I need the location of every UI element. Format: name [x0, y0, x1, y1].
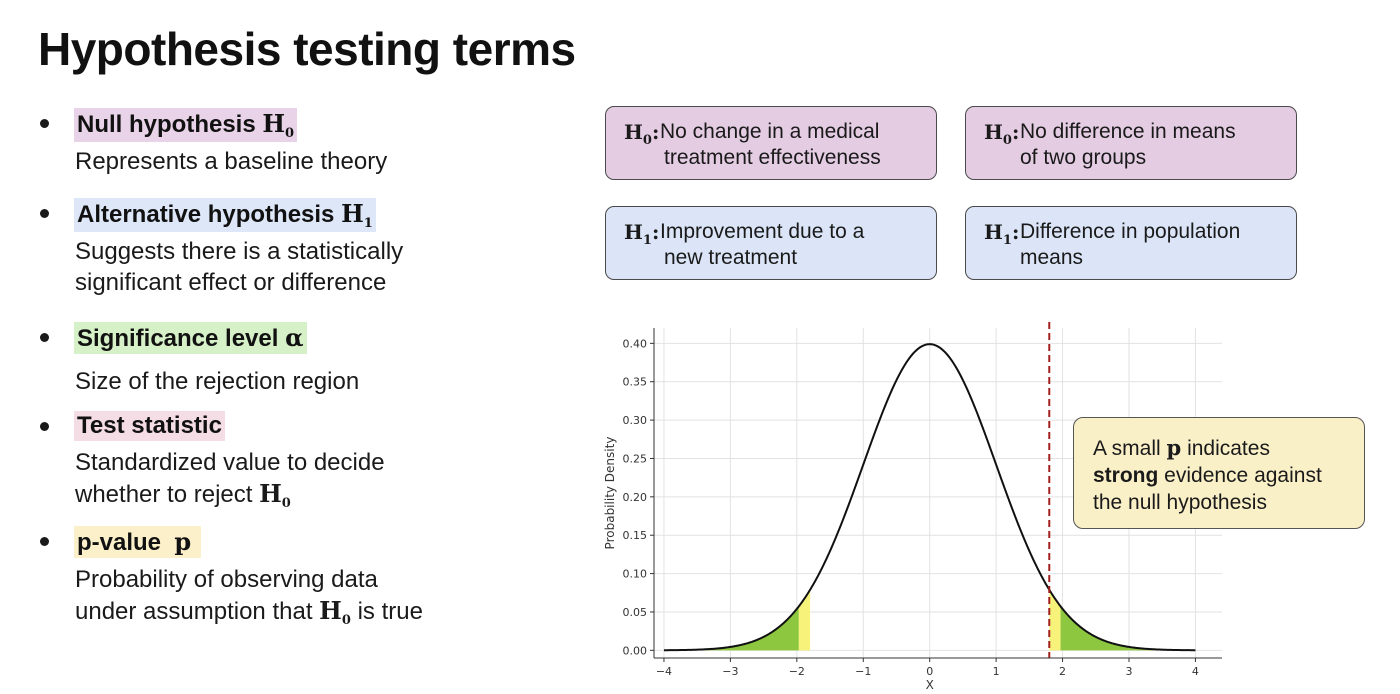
y-tick-label: 0.05 — [623, 606, 648, 619]
y-tick-label: 0.20 — [623, 491, 648, 504]
y-axis-label: Probability Density — [603, 437, 617, 550]
left-tail-yellow — [798, 589, 811, 651]
bullet-dot — [40, 209, 49, 218]
x-tick-label: 4 — [1192, 665, 1199, 678]
example-h1-population: H1: Difference in population means — [965, 206, 1297, 280]
normal-distribution-chart: −4 −3 −2 −1 0 1 2 3 4 0.000.050.100.150.200.250.… — [603, 322, 1222, 692]
x-tick-label: −1 — [855, 665, 871, 678]
example-h1-treatment: H1: Improvement due to a new treatment — [605, 206, 937, 280]
y-tick-label: 0.40 — [623, 337, 648, 350]
bullet-dot — [40, 333, 49, 342]
term-description: Standardized value to decide whether to … — [75, 449, 385, 511]
bullet-dot — [40, 422, 49, 431]
x-axis-label: X — [926, 678, 934, 692]
y-tick-label: 0.10 — [623, 568, 648, 581]
x-tick-label: 2 — [1059, 665, 1066, 678]
term-description: Suggests there is a statistically signif… — [75, 238, 404, 296]
page-title: Hypothesis testing terms — [38, 23, 576, 75]
x-tick-labels: −4 −3 −2 −1 0 1 2 3 4 — [656, 665, 1199, 678]
term-label: Test statistic — [74, 411, 225, 441]
x-tick-label: 3 — [1125, 665, 1132, 678]
left-tail-green — [663, 606, 799, 651]
bullet-dot — [40, 119, 49, 128]
example-text: Improvement due to a new treatment — [660, 220, 865, 269]
example-text: No difference in means of two groups — [1020, 120, 1236, 169]
term-label: Alternative hypothesis H1 — [74, 198, 376, 232]
y-tick-labels: 0.00 0.05 0.10 0.15 0.20 0.25 0.30 0.35 0.40 — [623, 337, 648, 657]
y-tick-label: 0.25 — [623, 452, 648, 465]
x-tick-label: 1 — [993, 665, 1000, 678]
y-tick-label: 0.15 — [623, 529, 648, 542]
rejection-region-fills — [663, 589, 1196, 651]
right-tail-green — [1060, 606, 1196, 651]
x-tick-label: −2 — [789, 665, 805, 678]
density-curve — [663, 343, 1196, 652]
hypothesis-symbol: H1: — [624, 220, 660, 248]
chart-axes — [650, 328, 1222, 662]
example-h0-means: H0: No difference in means of two groups — [965, 106, 1297, 180]
bullet-dot — [40, 537, 49, 546]
term-description: Size of the rejection region — [75, 368, 360, 395]
term-label: p-value p — [74, 526, 201, 558]
p-value-callout: A small p indicates strong evidence agai… — [1073, 417, 1365, 529]
example-text: Difference in population means — [1020, 220, 1241, 269]
example-h0-medical: H0: No change in a medical treatment effe… — [605, 106, 937, 180]
example-text: No change in a medical treatment effectiv… — [660, 120, 881, 169]
hypothesis-symbol: H1: — [984, 220, 1020, 248]
term-description: Represents a baseline theory — [75, 148, 388, 175]
y-tick-label: 0.30 — [623, 414, 648, 427]
y-tick-label: 0.35 — [623, 376, 648, 389]
hypothesis-symbol: H0: — [984, 120, 1020, 148]
hypothesis-symbol: H0: — [624, 120, 660, 148]
x-tick-label: −4 — [656, 665, 672, 678]
term-description: Probability of observing data under assu… — [75, 566, 423, 628]
term-label: Significance level α — [74, 322, 307, 354]
y-tick-label: 0.00 — [623, 644, 648, 657]
right-tail-yellow — [1049, 589, 1061, 651]
term-label: Null hypothesis H0 — [74, 108, 298, 142]
x-tick-label: 0 — [926, 665, 933, 678]
x-tick-label: −3 — [722, 665, 738, 678]
